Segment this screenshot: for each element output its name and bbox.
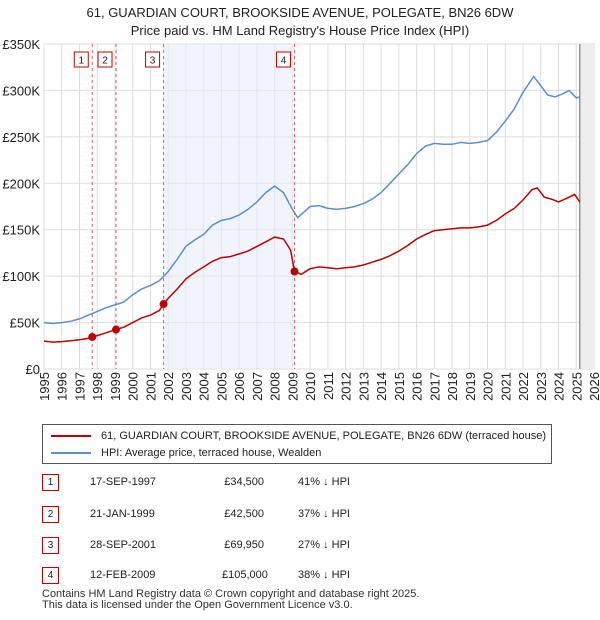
sale-date: 17-SEP-1997 xyxy=(90,476,157,488)
legend-item-hpi: HPI: Average price, terraced house, Weal… xyxy=(51,445,321,461)
sale-hpi-diff: 38% ↓ HPI xyxy=(298,569,350,581)
footer: Contains HM Land Registry data © Crown c… xyxy=(42,589,419,611)
x-tick-label: 2013 xyxy=(356,372,371,401)
x-tick-label: 2012 xyxy=(339,372,354,401)
x-tick-label: 2015 xyxy=(392,372,407,401)
forecast-region xyxy=(579,44,594,369)
series-line-hpi xyxy=(43,75,581,325)
sales-row: 4 12-FEB-2009 £105,000 38% ↓ HPI xyxy=(42,565,462,585)
sale-badge: 1 xyxy=(42,474,59,491)
price-chart: 1 2 3 4 £0 £50K £100K £150K £200K £250K £300K £350… xyxy=(2,37,600,401)
sale-badge: 3 xyxy=(42,537,59,554)
chart-subtitle: Price paid vs. HM Land Registry's House … xyxy=(130,23,470,38)
legend-swatch-hpi xyxy=(51,452,91,454)
y-tick-label: £50K xyxy=(10,316,41,331)
plot-area xyxy=(43,43,595,370)
sale-price: £42,500 xyxy=(224,508,264,520)
x-tick-label: 1995 xyxy=(37,372,52,401)
sale-price: £105,000 xyxy=(222,569,268,581)
chart-title-block: 61, GUARDIAN COURT, BROOKSIDE AVENUE, PO… xyxy=(0,4,600,40)
x-tick-label: 1998 xyxy=(90,372,105,401)
x-tick-label: 2022 xyxy=(516,372,531,401)
sale-marker-box xyxy=(276,51,292,68)
sale-point xyxy=(159,300,168,309)
x-tick-label: 1996 xyxy=(55,372,70,401)
chart-title: 61, GUARDIAN COURT, BROOKSIDE AVENUE, PO… xyxy=(86,5,514,20)
sale-price: £69,950 xyxy=(224,539,264,551)
ownership-period-shade xyxy=(163,44,295,369)
sales-row: 3 28-SEP-2001 £69,950 27% ↓ HPI xyxy=(42,535,462,555)
footer-license: This data is licensed under the Open Gov… xyxy=(42,599,353,611)
x-tick-label: 1999 xyxy=(108,372,123,401)
sale-point xyxy=(290,267,299,276)
x-tick-label: 2023 xyxy=(534,372,549,401)
x-tick-label: 2014 xyxy=(374,372,389,401)
y-tick-label: £150K xyxy=(2,223,40,238)
sale-point xyxy=(88,332,97,341)
sales-row: 2 21-JAN-1999 £42,500 37% ↓ HPI xyxy=(42,504,462,524)
series-line-property xyxy=(43,187,581,343)
legend-label-property: 61, GUARDIAN COURT, BROOKSIDE AVENUE, PO… xyxy=(101,430,547,442)
y-tick-label: £200K xyxy=(2,176,40,191)
sale-date: 28-SEP-2001 xyxy=(90,539,157,551)
x-tick-label: 2000 xyxy=(126,372,141,401)
sale-marker-label: 1 xyxy=(78,56,84,67)
legend-label-hpi: HPI: Average price, terraced house, Weal… xyxy=(101,447,322,459)
sale-marker-box xyxy=(145,51,161,68)
sale-marker-label: 2 xyxy=(102,56,108,67)
sale-date: 12-FEB-2009 xyxy=(90,569,156,581)
x-tick-label: 2011 xyxy=(321,372,336,400)
sale-hpi-diff: 27% ↓ HPI xyxy=(298,539,350,551)
footer-copyright: Contains HM Land Registry data © Crown c… xyxy=(42,588,420,600)
sale-badge: 4 xyxy=(42,567,59,584)
sale-marker-label: 4 xyxy=(281,56,287,67)
x-tick-label: 2002 xyxy=(161,372,176,401)
x-tick-label: 2008 xyxy=(268,372,283,401)
legend-item-property: 61, GUARDIAN COURT, BROOKSIDE AVENUE, PO… xyxy=(51,428,546,444)
x-tick-label: 2004 xyxy=(197,372,212,401)
sale-badge: 2 xyxy=(42,506,59,523)
x-tick-label: 2021 xyxy=(498,372,513,401)
x-tick-label: 2009 xyxy=(285,372,300,401)
sale-marker-box xyxy=(73,51,89,68)
sales-row: 1 17-SEP-1997 £34,500 41% ↓ HPI xyxy=(42,472,462,492)
x-tick-label: 2020 xyxy=(481,372,496,401)
x-tick-label: 2006 xyxy=(232,372,247,401)
sale-marker-label: 3 xyxy=(150,56,156,67)
legend-swatch-property xyxy=(51,435,91,437)
x-tick-label: 2018 xyxy=(445,372,460,401)
sale-point xyxy=(112,325,121,334)
sale-marker-box xyxy=(97,51,113,68)
x-tick-label: 2001 xyxy=(143,372,158,401)
legend: 61, GUARDIAN COURT, BROOKSIDE AVENUE, PO… xyxy=(42,424,552,464)
sale-price: £34,500 xyxy=(224,476,264,488)
x-tick-label: 2025 xyxy=(569,372,584,401)
y-tick-label: £250K xyxy=(2,130,40,145)
x-tick-label: 1997 xyxy=(72,372,87,401)
y-tick-label: £300K xyxy=(2,83,40,98)
x-tick-label: 2019 xyxy=(463,372,478,401)
y-tick-label: £350K xyxy=(2,37,40,52)
x-tick-label: 2017 xyxy=(427,372,442,401)
x-tick-label: 2010 xyxy=(303,372,318,401)
sale-hpi-diff: 41% ↓ HPI xyxy=(298,476,350,488)
x-tick-label: 2007 xyxy=(250,372,265,401)
x-tick-label: 2016 xyxy=(410,372,425,401)
x-tick-label: 2024 xyxy=(552,372,567,401)
x-tick-label: 2003 xyxy=(179,372,194,401)
sale-date: 21-JAN-1999 xyxy=(90,508,155,520)
x-tick-label: 2005 xyxy=(214,372,229,401)
y-tick-label: £100K xyxy=(2,269,40,284)
sale-hpi-diff: 37% ↓ HPI xyxy=(298,508,350,520)
x-tick-label: 2026 xyxy=(587,372,600,401)
y-tick-label: £0 xyxy=(26,362,40,377)
